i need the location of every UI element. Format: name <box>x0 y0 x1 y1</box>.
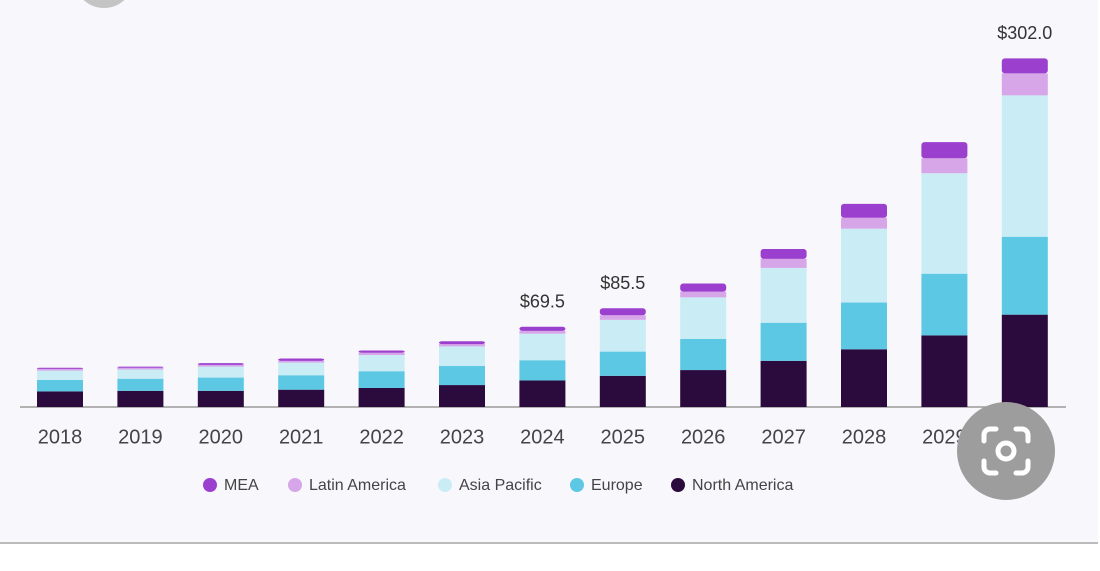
total-label: $69.5 <box>520 292 565 312</box>
bar-segment <box>599 319 646 352</box>
bar-segment <box>1001 58 1048 74</box>
bar-segment <box>278 360 325 363</box>
bar-segment <box>1001 236 1048 315</box>
bar-segment <box>921 173 968 274</box>
bar-segment <box>37 391 83 407</box>
bar-segment <box>519 333 566 361</box>
bar-segment <box>37 379 83 392</box>
bar-segment <box>439 346 485 367</box>
x-tick-label: 2025 <box>601 426 646 448</box>
bar-segment <box>599 308 646 316</box>
bar-segment <box>760 248 807 259</box>
bar-segment <box>117 378 164 391</box>
bar-segment <box>519 380 566 407</box>
bar-segment <box>841 228 887 303</box>
bar-segment <box>197 390 244 407</box>
bar-segment <box>519 330 566 334</box>
bar-segment <box>760 258 807 268</box>
corner-fragment <box>83 0 125 8</box>
bar-segment <box>519 326 566 331</box>
bar-segment <box>599 375 646 407</box>
bar-segment <box>680 338 727 371</box>
bar-segment <box>358 350 405 353</box>
bar-segment <box>117 367 164 370</box>
x-tick-label: 2024 <box>520 426 565 448</box>
x-tick-label: 2026 <box>681 426 726 448</box>
bar-segment <box>197 364 244 367</box>
bar-segment <box>1001 314 1048 407</box>
bar-segment <box>439 344 485 347</box>
legend-marker <box>438 478 452 492</box>
bar-segment <box>921 142 968 159</box>
bar-segment <box>197 363 244 365</box>
bar-segment <box>37 367 83 369</box>
lens-circle[interactable] <box>957 402 1055 500</box>
legend-marker <box>570 478 584 492</box>
x-tick-label: 2020 <box>199 426 244 448</box>
legend-label: MEA <box>224 477 259 494</box>
bar-segment <box>841 349 887 407</box>
bar-segment <box>760 360 807 407</box>
bar-segment <box>278 389 325 407</box>
bar-segment <box>841 203 887 218</box>
bar-segment <box>37 368 83 371</box>
x-tick-label: 2019 <box>118 426 163 448</box>
legend-marker <box>288 478 302 492</box>
bar-segment <box>680 297 727 339</box>
chart-panel <box>0 0 1098 543</box>
legend-label: Asia Pacific <box>459 477 542 494</box>
total-label: $302.0 <box>997 23 1052 43</box>
bar-segment <box>921 335 968 407</box>
x-tick-label: 2027 <box>761 426 806 448</box>
lens-button[interactable] <box>957 402 1055 500</box>
x-tick-label: 2028 <box>842 426 887 448</box>
bar-segment <box>599 315 646 320</box>
x-tick-label: 2021 <box>279 426 324 448</box>
bar-segment <box>760 322 807 361</box>
bar-segment <box>358 355 405 372</box>
bar-segment <box>117 369 164 379</box>
legend-label: Latin America <box>309 477 406 494</box>
total-label: $85.5 <box>600 273 645 293</box>
legend-marker <box>203 478 217 492</box>
x-tick-label: 2023 <box>440 426 485 448</box>
bar-segment <box>1001 95 1048 237</box>
bar-segment <box>117 366 164 368</box>
bar-segment <box>197 366 244 378</box>
bar-segment <box>680 291 727 298</box>
bar-segment <box>278 375 325 390</box>
bar-segment <box>760 267 807 323</box>
bar-segment <box>278 358 325 361</box>
bar-segment <box>37 370 83 380</box>
bar-segment <box>197 377 244 391</box>
bar-segment <box>680 283 727 292</box>
legend-label: Europe <box>591 477 643 494</box>
x-tick-label: 2022 <box>359 426 404 448</box>
bar-segment <box>439 341 485 345</box>
bar-segment <box>921 273 968 336</box>
bar-segment <box>1001 73 1048 96</box>
bar-segment <box>841 302 887 350</box>
bar-segment <box>358 352 405 356</box>
bar-segment <box>117 390 164 407</box>
bar-segment <box>278 362 325 376</box>
bar-segment <box>519 360 566 381</box>
bar-segment <box>358 371 405 388</box>
bar-segment <box>841 217 887 229</box>
x-tick-label: 2029 <box>922 426 967 448</box>
x-tick-label: 2018 <box>38 426 83 448</box>
lens-icon-center <box>995 440 1017 462</box>
bar-segment <box>921 158 968 174</box>
bar-segment <box>680 370 727 407</box>
bar-segment <box>358 387 405 407</box>
lens-icon <box>981 426 1031 476</box>
bar-segment <box>439 385 485 407</box>
legend-marker <box>671 478 685 492</box>
marks: 2018 2019 2020 2021 2022 2023 $69.5 2024 $85.5 20… <box>37 23 1052 494</box>
bar-segment <box>439 366 485 386</box>
legend-label: North America <box>692 477 793 494</box>
bar-segment <box>599 351 646 376</box>
